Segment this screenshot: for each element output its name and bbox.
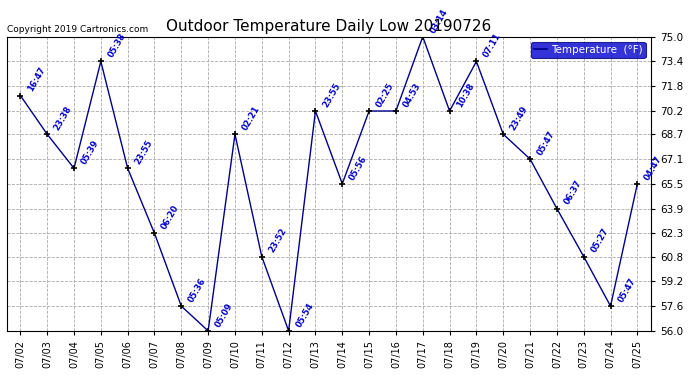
Text: 23:38: 23:38 (52, 105, 74, 132)
Text: 06:20: 06:20 (160, 204, 181, 231)
Text: 04:47: 04:47 (643, 154, 664, 182)
Text: 05:36: 05:36 (187, 276, 208, 304)
Text: 07:11: 07:11 (482, 32, 503, 59)
Text: 05:09: 05:09 (214, 301, 235, 329)
Legend: Temperature  (°F): Temperature (°F) (531, 42, 646, 58)
Text: 02:25: 02:25 (375, 81, 396, 109)
Text: 23:52: 23:52 (267, 227, 288, 254)
Text: 05:54: 05:54 (294, 301, 315, 329)
Text: 16:47: 16:47 (26, 66, 47, 93)
Text: 23:49: 23:49 (509, 105, 530, 132)
Text: 04:53: 04:53 (402, 81, 422, 109)
Text: 05:39: 05:39 (79, 139, 101, 166)
Text: 10:38: 10:38 (455, 81, 476, 109)
Text: 02:21: 02:21 (241, 104, 262, 132)
Text: 05:56: 05:56 (348, 154, 369, 182)
Text: 23:55: 23:55 (133, 138, 155, 166)
Title: Outdoor Temperature Daily Low 20190726: Outdoor Temperature Daily Low 20190726 (166, 19, 491, 34)
Text: 06:37: 06:37 (562, 179, 584, 206)
Text: 05:38: 05:38 (106, 32, 128, 59)
Text: 05:47: 05:47 (616, 276, 637, 304)
Text: 05:47: 05:47 (535, 129, 557, 157)
Text: 03:14: 03:14 (428, 7, 449, 34)
Text: 23:55: 23:55 (321, 81, 342, 109)
Text: 05:27: 05:27 (589, 227, 611, 254)
Text: Copyright 2019 Cartronics.com: Copyright 2019 Cartronics.com (7, 25, 148, 34)
